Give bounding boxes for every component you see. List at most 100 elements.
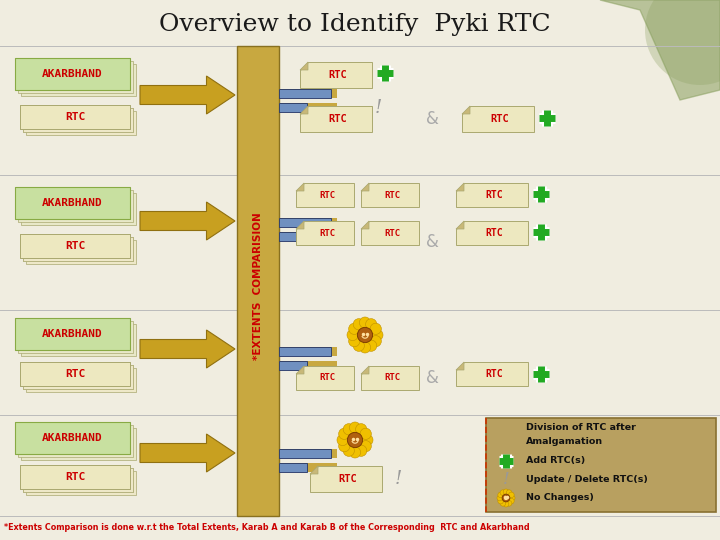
Bar [23,108,133,132]
Circle shape [498,492,503,498]
Bar [279,449,337,457]
Polygon shape [296,183,354,207]
Bar [279,361,307,369]
Circle shape [506,490,512,495]
Text: No Changes): No Changes) [526,494,594,503]
Bar [20,465,130,489]
Polygon shape [456,183,464,191]
Circle shape [508,498,514,504]
Text: Amalgamation: Amalgamation [526,436,603,446]
Polygon shape [462,106,470,114]
Polygon shape [462,106,534,132]
Bar [279,361,337,369]
Bar [20,465,130,489]
Text: &: & [426,369,438,387]
Bar [279,462,307,471]
Polygon shape [300,62,372,88]
Bar [20,105,130,129]
Bar [18,190,133,222]
Circle shape [503,502,509,507]
Text: RTC: RTC [328,70,347,80]
Text: RTC: RTC [319,228,335,238]
Bar [279,347,337,355]
Polygon shape [140,330,235,368]
Polygon shape [361,366,419,390]
Polygon shape [361,183,369,191]
Text: RTC: RTC [384,191,400,199]
Polygon shape [361,221,419,245]
Circle shape [338,428,350,440]
Polygon shape [361,366,369,374]
Bar [15,58,130,90]
Polygon shape [140,434,235,472]
Bar [20,234,130,258]
Bar [15,422,130,454]
Text: RTC: RTC [338,474,357,484]
Bar [486,418,716,512]
Polygon shape [361,183,419,207]
Polygon shape [296,221,304,229]
Polygon shape [456,362,528,386]
Bar [18,425,133,457]
Text: &: & [426,110,438,128]
Circle shape [343,445,354,456]
Polygon shape [140,76,235,114]
Polygon shape [296,366,304,374]
Bar [23,237,133,261]
Text: Update / Delete RTC(s): Update / Delete RTC(s) [526,476,648,484]
Text: AKARBHAND: AKARBHAND [42,329,103,339]
Polygon shape [456,362,464,370]
Bar [15,58,130,90]
Text: !: ! [503,471,509,489]
Text: RTC: RTC [65,369,85,379]
Bar [26,240,136,264]
Polygon shape [296,183,304,191]
Circle shape [349,447,361,458]
Polygon shape [300,106,372,132]
Circle shape [348,323,360,334]
Bar [15,422,130,454]
Circle shape [503,489,509,495]
Circle shape [370,335,382,347]
Bar [279,103,307,111]
Bar [20,234,130,258]
Circle shape [356,424,366,435]
Circle shape [500,501,505,506]
Bar [20,362,130,386]
Text: *EXTENTS  COMPARISION: *EXTENTS COMPARISION [253,212,263,360]
Text: &: & [426,233,438,251]
Circle shape [510,495,515,501]
Circle shape [497,495,503,501]
Polygon shape [300,106,308,114]
Bar [20,234,130,258]
Circle shape [338,441,350,452]
Bar [23,365,133,389]
Circle shape [360,441,372,452]
Bar [21,193,136,225]
Text: AKARBHAND: AKARBHAND [42,198,103,208]
Text: RTC: RTC [490,114,509,124]
Bar [26,471,136,495]
Text: RTC: RTC [319,374,335,382]
Circle shape [372,329,383,341]
Bar [26,368,136,392]
Circle shape [500,490,505,495]
Text: Overview to Identify  Pyki RTC: Overview to Identify Pyki RTC [159,14,551,37]
Text: AKARBHAND: AKARBHAND [42,69,103,79]
Polygon shape [361,221,369,229]
Bar [21,64,136,96]
Bar [279,89,337,98]
Bar [279,218,331,226]
Circle shape [645,0,720,85]
Bar [20,362,130,386]
Circle shape [356,445,366,456]
Circle shape [361,434,373,446]
Bar [279,218,337,226]
Text: !: ! [395,470,402,488]
Circle shape [359,317,371,328]
Text: RTC: RTC [485,228,503,238]
Text: RTC: RTC [328,114,347,124]
Circle shape [349,422,361,433]
Bar [20,362,130,386]
Polygon shape [310,466,382,492]
